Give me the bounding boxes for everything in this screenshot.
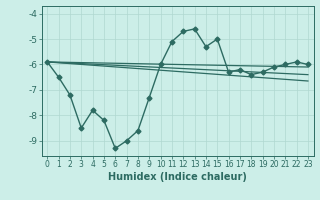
X-axis label: Humidex (Indice chaleur): Humidex (Indice chaleur) <box>108 172 247 182</box>
